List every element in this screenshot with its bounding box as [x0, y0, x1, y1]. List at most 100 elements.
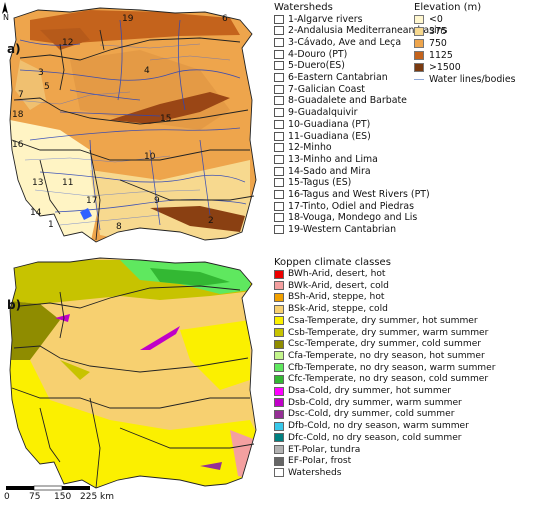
- scale-label-75: 75: [29, 492, 41, 502]
- watershed-legend-item: 9-Guadalquivir: [274, 107, 357, 119]
- legend-swatch: [274, 61, 284, 71]
- watershed-legend-item: 15-Tagus (ES): [274, 177, 351, 189]
- scale-label-225: 225 km: [80, 492, 115, 502]
- koppen-legend-label: BSk-Arid, steppe, cold: [288, 304, 388, 315]
- koppen-legend-label: Cfa-Temperate, no dry season, hot summer: [288, 350, 485, 361]
- map-watershed-number: 19: [122, 14, 134, 24]
- koppen-legend-item: BWk-Arid, desert, cold: [274, 280, 389, 292]
- panel-b-label: b): [7, 298, 22, 312]
- koppen-legend-label: BSh-Arid, steppe, hot: [288, 292, 385, 303]
- elevation-legend-title: Elevation (m): [414, 2, 482, 13]
- legend-swatch: [274, 143, 284, 153]
- watershed-legend-label: 13-Minho and Lima: [288, 153, 378, 165]
- watershed-legend-label: 11-Guadiana (ES): [288, 130, 371, 142]
- watershed-legend-item: 7-Galician Coast: [274, 83, 365, 95]
- map-watershed-number: 17: [86, 196, 98, 206]
- map-watershed-number: 18: [12, 110, 24, 120]
- watershed-legend-item: 12-Minho: [274, 142, 332, 154]
- map-watershed-number: 9: [154, 196, 160, 206]
- legend-swatch: [274, 456, 284, 466]
- map-watershed-number: 11: [62, 178, 74, 188]
- watersheds-legend-title: Watersheds: [274, 2, 333, 13]
- watershed-legend-label: 14-Sado and Mira: [288, 165, 371, 177]
- legend-swatch: [414, 62, 424, 72]
- koppen-legend-label: Csa-Temperate, dry summer, hot summer: [288, 315, 478, 326]
- map-watershed-number: 7: [18, 90, 24, 100]
- legend-swatch: [274, 339, 284, 349]
- map-watershed-number: 15: [160, 114, 172, 124]
- watershed-legend-label: 19-Western Cantabrian: [288, 224, 397, 236]
- koppen-legend-label: EF-Polar, frost: [288, 456, 352, 467]
- water-legend-item: Water lines/bodies: [414, 73, 516, 85]
- legend-swatch: [414, 26, 424, 36]
- koppen-legend-item: Csa-Temperate, dry summer, hot summer: [274, 315, 478, 327]
- legend-swatch: [274, 49, 284, 59]
- watershed-legend-label: 1-Algarve rivers: [288, 13, 363, 25]
- koppen-legend-label: Csc-Temperate, dry summer, cold summer: [288, 339, 482, 350]
- legend-swatch: [274, 154, 284, 164]
- koppen-legend-item: Dfc-Cold, no dry season, cold summer: [274, 432, 462, 444]
- legend-swatch: [274, 433, 284, 443]
- map-watershed-number: 3: [38, 68, 44, 78]
- koppen-legend-label: Cfc-Temperate, no dry season, cold summe…: [288, 374, 489, 385]
- legend-swatch: [274, 26, 284, 36]
- map-watershed-number: 14: [30, 208, 42, 218]
- koppen-legend-item: Cfa-Temperate, no dry season, hot summer: [274, 350, 485, 362]
- map-watershed-number: 13: [32, 178, 44, 188]
- legend-swatch: [274, 351, 284, 361]
- koppen-legend-item: Csb-Temperate, dry summer, warm summer: [274, 327, 488, 339]
- legend-swatch: [274, 386, 284, 396]
- koppen-legend-label: ET-Polar, tundra: [288, 444, 361, 455]
- legend-swatch: [274, 445, 284, 454]
- legend-swatch: [414, 38, 424, 48]
- legend-swatch: [274, 374, 284, 384]
- watershed-legend-label: 6-Eastern Cantabrian: [288, 72, 388, 83]
- elevation-map: [9, 7, 257, 243]
- koppen-legend-item: Dfb-Cold, no dry season, warm summer: [274, 420, 469, 432]
- legend-swatch: [274, 131, 284, 141]
- watershed-legend-label: 16-Tagus and West Rivers (PT): [288, 189, 430, 200]
- legend-swatch: [274, 213, 284, 223]
- koppen-legend-label: BWh-Arid, desert, hot: [288, 269, 386, 279]
- watershed-legend-label: 17-Tinto, Odiel and Piedras: [288, 200, 414, 212]
- watershed-legend-item: 10-Guadiana (PT): [274, 118, 370, 130]
- legend-swatch: [274, 421, 284, 431]
- legend-swatch: [274, 398, 284, 408]
- koppen-legend-label: Dfc-Cold, no dry season, cold summer: [288, 432, 462, 443]
- elevation-legend-item: 750: [414, 37, 447, 49]
- koppen-legend-item: Dsb-Cold, dry summer, warm summer: [274, 397, 462, 409]
- watershed-legend-item: 4-Douro (PT): [274, 48, 347, 60]
- legend-swatch: [274, 281, 284, 291]
- legend-swatch: [274, 108, 284, 118]
- legend-swatch: [274, 190, 284, 199]
- scale-bar: [6, 485, 90, 491]
- watershed-legend-item: 8-Guadalete and Barbate: [274, 95, 407, 107]
- watershed-legend-label: 8-Guadalete and Barbate: [288, 95, 407, 107]
- watershed-legend-item: 11-Guadiana (ES): [274, 130, 371, 142]
- legend-swatch: [274, 292, 284, 302]
- watershed-legend-label: 4-Douro (PT): [288, 48, 348, 60]
- watershed-legend-label: 15-Tagus (ES): [288, 177, 352, 189]
- watershed-legend-item: 14-Sado and Mira: [274, 165, 371, 177]
- koppen-legend-item: Cfc-Temperate, no dry season, cold summe…: [274, 373, 488, 385]
- watershed-legend-label: 12-Minho: [288, 142, 332, 154]
- map-watershed-number: 1: [48, 220, 54, 230]
- legend-swatch: [414, 50, 424, 60]
- legend-swatch: [274, 84, 284, 94]
- watershed-legend-label: 10-Guadiana (PT): [288, 118, 371, 130]
- koppen-legend-label: Dsc-Cold, dry summer, cold summer: [288, 409, 455, 420]
- scale-label-0: 0: [4, 492, 10, 502]
- water-line-icon: [414, 78, 424, 80]
- elevation-legend-label: 750: [429, 37, 447, 49]
- map-watershed-number: 6: [222, 14, 228, 24]
- map-watershed-number: 16: [12, 140, 24, 150]
- panel-a-label: a): [7, 42, 21, 56]
- legend-swatch: [274, 328, 284, 337]
- elevation-legend-label: 1125: [429, 49, 453, 61]
- watershed-legend-item: 13-Minho and Lima: [274, 153, 378, 165]
- map-watershed-number: 10: [144, 152, 156, 162]
- koppen-legend-item: ET-Polar, tundra: [274, 444, 360, 456]
- north-arrow-icon: [2, 2, 8, 14]
- elevation-legend-label: 375: [429, 25, 447, 37]
- koppen-legend-label: Cfb-Temperate, no dry season, warm summe…: [288, 362, 496, 373]
